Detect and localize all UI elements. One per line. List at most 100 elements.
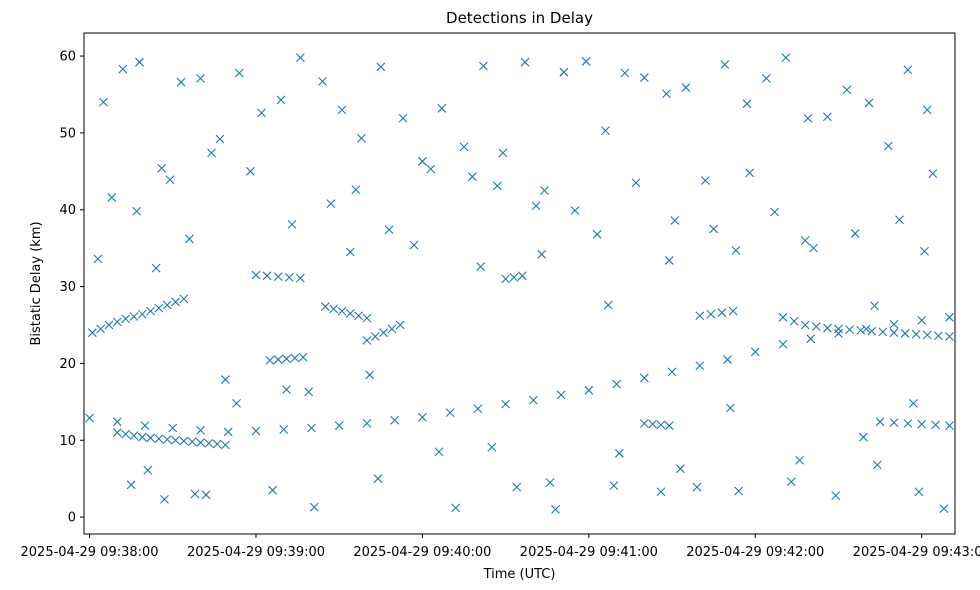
data-point bbox=[556, 390, 566, 400]
y-axis-label: Bistatic Delay (km) bbox=[29, 221, 44, 345]
data-point bbox=[146, 433, 155, 443]
data-point bbox=[692, 482, 702, 492]
data-point bbox=[204, 438, 214, 448]
data-point bbox=[146, 306, 155, 316]
data-point bbox=[864, 98, 874, 108]
data-point bbox=[337, 105, 347, 115]
data-point bbox=[304, 387, 314, 397]
data-point bbox=[282, 354, 291, 364]
data-point bbox=[570, 206, 580, 215]
y-axis-ticks: 0 10 20 30 40 50 60 bbox=[59, 50, 84, 526]
data-point bbox=[196, 73, 205, 83]
data-point bbox=[648, 419, 658, 429]
data-point bbox=[639, 418, 649, 428]
data-point bbox=[656, 487, 666, 497]
data-point bbox=[85, 413, 94, 423]
data-point bbox=[320, 302, 330, 311]
data-point bbox=[531, 201, 541, 211]
data-point bbox=[418, 156, 427, 166]
data-point bbox=[501, 399, 511, 409]
data-point bbox=[426, 164, 436, 174]
y-tick-label: 0 bbox=[68, 511, 76, 526]
data-point bbox=[811, 322, 821, 331]
data-point bbox=[517, 271, 527, 281]
data-point bbox=[695, 311, 705, 321]
data-point bbox=[584, 385, 594, 395]
plot-frame bbox=[83, 32, 956, 535]
data-point bbox=[731, 246, 741, 255]
x-axis-label: Time (UTC) bbox=[483, 567, 556, 582]
data-point bbox=[889, 328, 899, 338]
data-point bbox=[809, 243, 818, 253]
data-point bbox=[351, 185, 361, 195]
data-point bbox=[778, 312, 788, 322]
data-point bbox=[365, 370, 375, 380]
data-point bbox=[895, 215, 904, 225]
data-point bbox=[662, 89, 671, 99]
data-point bbox=[257, 108, 266, 118]
data-point bbox=[917, 419, 927, 429]
data-point bbox=[151, 263, 161, 273]
data-point bbox=[287, 219, 297, 229]
data-point bbox=[917, 315, 927, 325]
data-point bbox=[326, 199, 336, 208]
data-point bbox=[603, 300, 613, 310]
data-point bbox=[334, 421, 344, 431]
data-point bbox=[781, 53, 791, 62]
data-point bbox=[834, 324, 843, 334]
data-point bbox=[434, 447, 444, 457]
data-point bbox=[251, 426, 261, 436]
data-point bbox=[295, 273, 305, 283]
data-point bbox=[884, 141, 893, 151]
data-point bbox=[246, 166, 255, 176]
data-point bbox=[479, 61, 488, 71]
data-point bbox=[418, 412, 427, 422]
data-points bbox=[85, 53, 954, 514]
data-point bbox=[492, 181, 502, 191]
data-point bbox=[121, 429, 130, 439]
data-point bbox=[112, 317, 122, 327]
y-tick-label: 10 bbox=[59, 434, 76, 449]
data-point bbox=[592, 229, 602, 239]
data-point bbox=[786, 477, 796, 487]
data-point bbox=[717, 308, 727, 318]
data-point bbox=[545, 478, 555, 487]
data-point bbox=[362, 335, 372, 345]
data-point bbox=[154, 434, 164, 444]
data-point bbox=[345, 309, 355, 318]
data-point bbox=[251, 270, 261, 280]
data-point bbox=[512, 482, 522, 492]
data-point bbox=[620, 68, 630, 78]
data-point bbox=[104, 320, 114, 330]
data-point bbox=[196, 425, 205, 435]
y-tick-label: 50 bbox=[59, 126, 76, 141]
data-point bbox=[750, 347, 760, 357]
data-point bbox=[135, 57, 144, 67]
data-point bbox=[614, 448, 624, 458]
data-point bbox=[734, 486, 744, 496]
data-point bbox=[157, 163, 167, 173]
data-point bbox=[872, 460, 882, 470]
data-point bbox=[845, 325, 854, 334]
data-point bbox=[875, 417, 885, 427]
data-point bbox=[137, 309, 147, 319]
data-point bbox=[185, 234, 194, 244]
data-point bbox=[207, 148, 216, 158]
data-point bbox=[162, 435, 172, 444]
data-point bbox=[165, 175, 175, 185]
data-point bbox=[262, 271, 272, 281]
data-point bbox=[831, 491, 841, 500]
data-point bbox=[742, 99, 752, 109]
chart-title: Detections in Delay bbox=[446, 9, 593, 27]
data-point bbox=[859, 432, 868, 442]
data-point bbox=[201, 490, 211, 500]
data-point bbox=[354, 311, 364, 321]
data-point bbox=[473, 404, 483, 414]
data-point bbox=[728, 306, 738, 316]
x-tick-label: 2025-04-29 09:40:00 bbox=[353, 545, 491, 560]
data-point bbox=[318, 77, 327, 86]
data-point bbox=[667, 367, 677, 377]
data-point bbox=[99, 97, 108, 107]
data-point bbox=[445, 408, 455, 417]
data-point bbox=[179, 436, 189, 446]
